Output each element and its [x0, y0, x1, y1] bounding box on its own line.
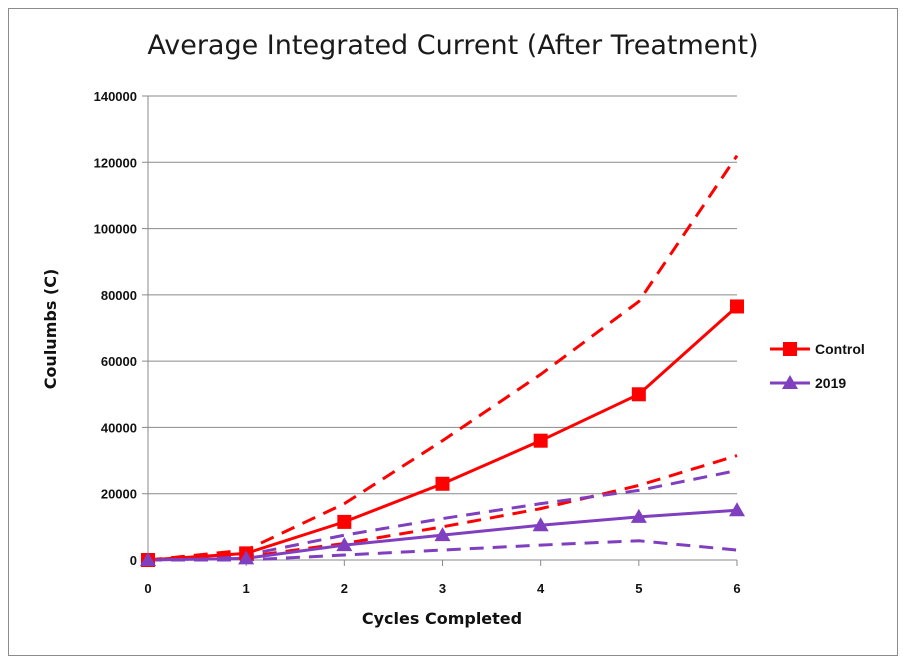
axes	[142, 95, 738, 566]
x-tick-label: 4	[537, 581, 545, 596]
data-point-2019	[630, 508, 647, 523]
legend: Control 2019	[770, 341, 865, 391]
data-point-control	[730, 299, 744, 314]
bound-line-control-upper	[147, 154, 739, 562]
data-point-control	[533, 433, 548, 448]
data-point-2019	[729, 502, 745, 517]
y-tick-label: 140000	[94, 89, 137, 104]
x-tick-label: 5	[635, 581, 642, 596]
y-tick-label: 120000	[94, 155, 137, 170]
series-lines	[147, 305, 739, 562]
gridlines	[148, 95, 737, 495]
y-tick-label: 80000	[101, 288, 137, 303]
x-tick-label: 3	[439, 581, 446, 596]
x-tick-label: 0	[144, 581, 151, 596]
x-tick-label: 2	[341, 581, 348, 596]
y-tick-label: 0	[130, 553, 137, 568]
bound-lines	[147, 154, 739, 562]
y-axis-title: Coulumbs (C)	[41, 269, 60, 390]
y-tick-label: 60000	[101, 354, 137, 369]
y-tick-label: 40000	[101, 420, 137, 435]
x-tick-labels: 0 1 2 3 4 5 6	[144, 581, 740, 596]
legend-label-2019: 2019	[815, 375, 846, 391]
series-markers	[140, 299, 745, 567]
x-tick-label: 1	[243, 581, 250, 596]
data-point-2019	[140, 552, 156, 566]
chart-title: Average Integrated Current (After Treatm…	[147, 30, 759, 61]
x-axis-title: Cycles Completed	[362, 609, 522, 628]
data-point-2019	[336, 537, 353, 552]
series-line-control	[147, 305, 739, 562]
x-tick-label: 6	[733, 581, 740, 596]
data-point-control	[631, 387, 646, 402]
data-point-2019	[238, 550, 255, 565]
data-point-control	[435, 476, 450, 491]
bound-line-control-lower	[147, 454, 738, 562]
legend-marker-control	[783, 342, 797, 356]
y-tick-labels: 0 20000 40000 60000 80000 100000 120000 140000	[94, 89, 137, 568]
y-tick-label: 100000	[94, 222, 137, 237]
legend-label-control: Control	[815, 341, 865, 357]
legend-marker-2019	[782, 375, 798, 389]
data-point-2019	[532, 517, 549, 532]
data-point-control	[337, 514, 352, 529]
data-point-2019	[434, 527, 451, 542]
y-tick-label: 20000	[101, 487, 137, 502]
chart-frame	[8, 8, 898, 656]
